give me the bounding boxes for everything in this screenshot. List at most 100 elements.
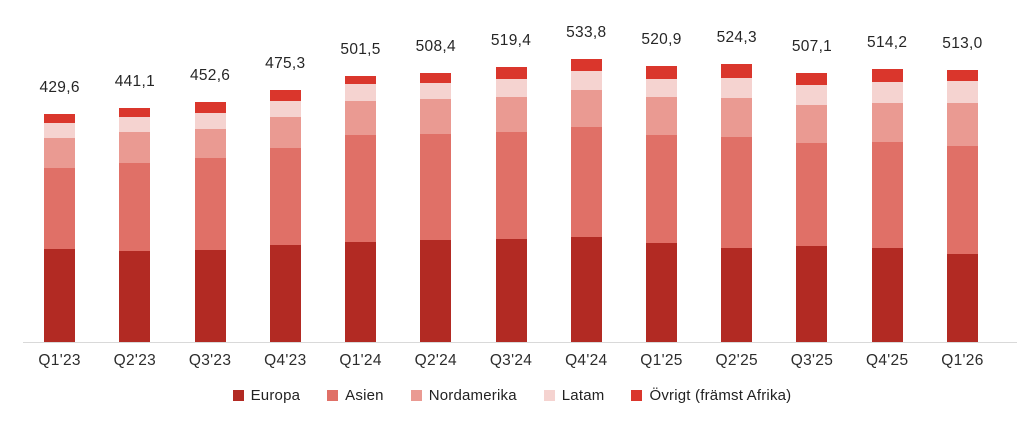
bar-column-q126: 513,0 bbox=[925, 34, 1000, 342]
bar-column-q423: 475,3 bbox=[248, 54, 323, 342]
bar-segment-övrigt bbox=[269, 90, 301, 101]
bar-segment-europa bbox=[570, 236, 602, 342]
bar-segment-latam bbox=[345, 84, 377, 101]
bar-total-label: 452,6 bbox=[189, 67, 231, 85]
x-axis-labels: Q1'23 Q2'23 Q3'23 Q4'23 Q1'24 Q2'24 Q3'24 Q4'24… bbox=[22, 351, 1000, 371]
bar-segment-asien bbox=[345, 135, 377, 242]
legend-item-europa: Europa bbox=[232, 387, 301, 404]
bar-stack bbox=[570, 59, 602, 342]
bar-segment-asien bbox=[946, 146, 978, 254]
bar-stack bbox=[119, 108, 151, 342]
legend: Europa Asien Nordamerika Latam Övrigt (främs… bbox=[0, 387, 1024, 404]
bar-stack bbox=[495, 66, 527, 342]
bar-segment-nordamerika bbox=[570, 90, 602, 128]
x-axis-label: Q2'25 bbox=[715, 352, 758, 369]
bar-total-label: 524,3 bbox=[716, 29, 757, 47]
legend-swatch-icon bbox=[410, 390, 422, 401]
bar-segment-latam bbox=[946, 81, 978, 103]
bar-segment-latam bbox=[420, 82, 452, 100]
bar-total-label: 514,2 bbox=[867, 34, 908, 52]
legend-swatch-icon bbox=[631, 390, 643, 401]
bar-segment-europa bbox=[946, 253, 978, 342]
x-axis-label: Q1'26 bbox=[941, 352, 984, 369]
bar-segment-europa bbox=[796, 246, 828, 342]
bar-total-label: 508,4 bbox=[415, 37, 456, 55]
legend-item-övrigt: Övrigt (främst Afrika) bbox=[631, 387, 791, 404]
bar-total-label: 429,6 bbox=[39, 79, 80, 97]
bar-segment-nordamerika bbox=[194, 128, 226, 158]
bar-segment-latam bbox=[645, 79, 677, 97]
legend-swatch-icon bbox=[232, 390, 244, 401]
bar-segment-europa bbox=[495, 239, 527, 342]
legend-label: Övrigt (främst Afrika) bbox=[649, 387, 792, 404]
bar-segment-nordamerika bbox=[721, 98, 753, 138]
x-axis-label: Q2'23 bbox=[113, 352, 157, 369]
bar-segment-europa bbox=[194, 250, 226, 342]
bar-column-q125: 520,9 bbox=[624, 30, 699, 342]
bar-segment-övrigt bbox=[946, 70, 978, 82]
bar-segment-asien bbox=[194, 158, 226, 250]
bar-segment-latam bbox=[119, 117, 151, 133]
bar-stack bbox=[420, 72, 452, 342]
bar-total-label: 513,0 bbox=[942, 35, 983, 53]
plot-area: 429,6 441,1 452,6 475,3 501,5 508,4 519,4 533,8… bbox=[22, 0, 1000, 342]
bar-stack bbox=[721, 64, 753, 342]
x-axis-label: Q3'25 bbox=[790, 352, 834, 369]
bar-stack bbox=[796, 73, 828, 342]
bar-total-label: 507,1 bbox=[791, 38, 833, 56]
bar-segment-asien bbox=[495, 131, 527, 240]
x-axis-label: Q4'24 bbox=[565, 352, 608, 369]
legend-label: Asien bbox=[345, 387, 384, 404]
bar-segment-övrigt bbox=[721, 64, 753, 79]
bar-column-q225: 524,3 bbox=[699, 28, 774, 342]
bar-segment-asien bbox=[721, 137, 753, 248]
bar-total-label: 533,8 bbox=[566, 24, 607, 42]
bar-segment-asien bbox=[420, 133, 452, 240]
bar-stack bbox=[645, 65, 677, 342]
bar-segment-övrigt bbox=[420, 72, 452, 83]
bar-column-q324: 519,4 bbox=[473, 31, 548, 342]
bar-segment-asien bbox=[119, 163, 151, 251]
bar-segment-latam bbox=[269, 100, 301, 118]
bar-segment-latam bbox=[570, 70, 602, 91]
bar-segment-nordamerika bbox=[871, 102, 903, 142]
bar-column-q425: 514,2 bbox=[850, 33, 925, 342]
bar-segment-asien bbox=[269, 148, 301, 245]
x-axis-label: Q2'24 bbox=[414, 352, 457, 369]
legend-item-nordamerika: Nordamerika bbox=[410, 387, 517, 404]
bar-segment-asien bbox=[645, 135, 677, 244]
bar-segment-asien bbox=[796, 143, 828, 247]
x-axis-label: Q4'23 bbox=[264, 352, 307, 369]
x-axis-label: Q3'23 bbox=[188, 352, 232, 369]
bar-segment-europa bbox=[871, 248, 903, 342]
bar-segment-övrigt bbox=[495, 66, 527, 80]
bar-total-label: 475,3 bbox=[265, 55, 306, 73]
legend-label: Latam bbox=[561, 387, 605, 404]
bar-column-q323: 452,6 bbox=[172, 66, 247, 342]
bar-segment-europa bbox=[345, 241, 377, 342]
legend-swatch-icon bbox=[543, 390, 555, 401]
bar-segment-övrigt bbox=[44, 114, 76, 124]
bar-segment-latam bbox=[44, 123, 76, 138]
bar-segment-nordamerika bbox=[119, 132, 151, 164]
legend-item-latam: Latam bbox=[543, 387, 605, 404]
bar-column-q123: 429,6 bbox=[22, 78, 97, 342]
legend-swatch-icon bbox=[327, 390, 339, 401]
bar-segment-asien bbox=[871, 141, 903, 249]
bar-stack bbox=[871, 69, 903, 342]
x-axis-label: Q3'24 bbox=[489, 352, 533, 369]
bar-segment-övrigt bbox=[871, 69, 903, 82]
bar-segment-nordamerika bbox=[946, 102, 978, 146]
bar-stack bbox=[345, 76, 377, 342]
bar-segment-europa bbox=[645, 243, 677, 342]
bar-segment-latam bbox=[721, 78, 753, 99]
bar-column-q223: 441,1 bbox=[97, 72, 172, 342]
bar-segment-nordamerika bbox=[796, 105, 828, 144]
legend-label: Nordamerika bbox=[428, 387, 517, 404]
bar-segment-nordamerika bbox=[645, 96, 677, 136]
x-axis-label: Q1'24 bbox=[339, 352, 382, 369]
legend-item-asien: Asien bbox=[327, 387, 384, 404]
bar-stack bbox=[946, 70, 978, 342]
bar-segment-övrigt bbox=[570, 59, 602, 71]
